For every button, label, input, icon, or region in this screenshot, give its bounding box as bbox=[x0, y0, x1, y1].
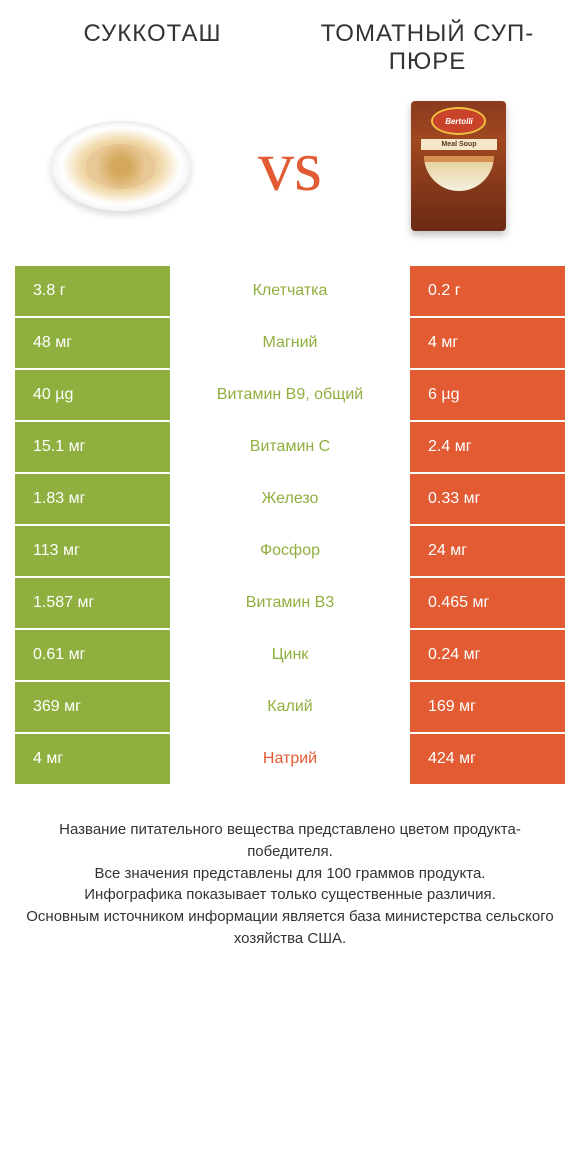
soup-box-icon: Bertolli Meal Soup bbox=[411, 101, 506, 231]
table-row: 15.1 мгВитамин C2.4 мг bbox=[15, 422, 565, 472]
cell-left-value: 369 мг bbox=[15, 682, 170, 732]
cell-left-value: 113 мг bbox=[15, 526, 170, 576]
table-row: 1.587 мгВитамин B30.465 мг bbox=[15, 578, 565, 628]
cell-right-value: 424 мг bbox=[410, 734, 565, 784]
title-left: СУККОТАШ bbox=[15, 20, 290, 48]
plate-icon bbox=[51, 121, 191, 211]
cell-nutrient-label: Натрий bbox=[170, 734, 410, 784]
header: СУККОТАШ ТОМАТНЫЙ СУП-ПЮРЕ bbox=[15, 20, 565, 76]
cell-nutrient-label: Витамин B9, общий bbox=[170, 370, 410, 420]
footer-line: Инфографика показывает только существенн… bbox=[25, 884, 555, 906]
table-row: 40 µgВитамин B9, общий6 µg bbox=[15, 370, 565, 420]
table-row: 4 мгНатрий424 мг bbox=[15, 734, 565, 784]
cell-right-value: 0.465 мг bbox=[410, 578, 565, 628]
cell-left-value: 1.587 мг bbox=[15, 578, 170, 628]
food-image-left bbox=[46, 106, 196, 226]
cell-right-value: 0.33 мг bbox=[410, 474, 565, 524]
table-row: 3.8 гКлетчатка0.2 г bbox=[15, 266, 565, 316]
table-row: 0.61 мгЦинк0.24 мг bbox=[15, 630, 565, 680]
cell-left-value: 3.8 г bbox=[15, 266, 170, 316]
cell-left-value: 0.61 мг bbox=[15, 630, 170, 680]
cell-right-value: 169 мг bbox=[410, 682, 565, 732]
cell-right-value: 6 µg bbox=[410, 370, 565, 420]
footer-line: Название питательного вещества представл… bbox=[25, 819, 555, 863]
cell-left-value: 48 мг bbox=[15, 318, 170, 368]
cell-left-value: 40 µg bbox=[15, 370, 170, 420]
cell-nutrient-label: Витамин C bbox=[170, 422, 410, 472]
vs-label: vs bbox=[258, 125, 322, 208]
box-label: Meal Soup bbox=[421, 139, 497, 150]
images-row: vs Bertolli Meal Soup bbox=[15, 91, 565, 241]
table-row: 48 мгМагний4 мг bbox=[15, 318, 565, 368]
cell-left-value: 1.83 мг bbox=[15, 474, 170, 524]
box-bowl-icon bbox=[424, 156, 494, 191]
title-right: ТОМАТНЫЙ СУП-ПЮРЕ bbox=[290, 20, 565, 76]
table-row: 369 мгКалий169 мг bbox=[15, 682, 565, 732]
cell-nutrient-label: Витамин B3 bbox=[170, 578, 410, 628]
cell-nutrient-label: Калий bbox=[170, 682, 410, 732]
table-row: 113 мгФосфор24 мг bbox=[15, 526, 565, 576]
cell-right-value: 0.2 г bbox=[410, 266, 565, 316]
footer-line: Основным источником информации является … bbox=[25, 906, 555, 950]
cell-right-value: 24 мг bbox=[410, 526, 565, 576]
cell-nutrient-label: Магний bbox=[170, 318, 410, 368]
footer: Название питательного вещества представл… bbox=[15, 819, 565, 960]
cell-nutrient-label: Цинк bbox=[170, 630, 410, 680]
infographic: СУККОТАШ ТОМАТНЫЙ СУП-ПЮРЕ vs Bertolli M… bbox=[0, 0, 580, 975]
cell-nutrient-label: Железо bbox=[170, 474, 410, 524]
cell-nutrient-label: Клетчатка bbox=[170, 266, 410, 316]
cell-right-value: 4 мг bbox=[410, 318, 565, 368]
footer-line: Все значения представлены для 100 граммо… bbox=[25, 863, 555, 885]
cell-right-value: 2.4 мг bbox=[410, 422, 565, 472]
cell-left-value: 15.1 мг bbox=[15, 422, 170, 472]
comparison-table: 3.8 гКлетчатка0.2 г48 мгМагний4 мг40 µgВ… bbox=[15, 266, 565, 784]
cell-left-value: 4 мг bbox=[15, 734, 170, 784]
cell-nutrient-label: Фосфор bbox=[170, 526, 410, 576]
cell-right-value: 0.24 мг bbox=[410, 630, 565, 680]
food-image-right: Bertolli Meal Soup bbox=[384, 106, 534, 226]
table-row: 1.83 мгЖелезо0.33 мг bbox=[15, 474, 565, 524]
box-brand: Bertolli bbox=[431, 107, 486, 135]
